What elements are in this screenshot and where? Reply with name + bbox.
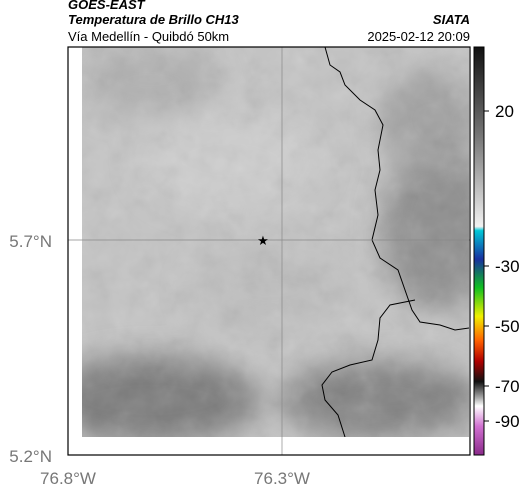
lat-label: 5.7°N: [9, 232, 52, 251]
map-frame: [67, 46, 471, 456]
colorbar-tick-label: -90: [495, 412, 520, 431]
source: GOES-EAST: [68, 0, 146, 12]
title: Temperatura de Brillo CH13: [68, 12, 240, 27]
lat-label: 5.2°N: [9, 447, 52, 466]
colorbar-tick-label: -70: [495, 377, 520, 396]
credit: SIATA: [433, 12, 470, 27]
satellite-image: [82, 47, 469, 437]
coastline: [321, 47, 469, 437]
colorbar-tick-label: -30: [495, 257, 520, 276]
lon-label: 76.8°W: [40, 469, 96, 488]
colorbar-tick-label: 20: [495, 102, 514, 121]
timestamp: 2025-02-12 20:09: [367, 29, 470, 44]
colorbar-tick-label: -50: [495, 317, 520, 336]
subtitle: Vía Medellín - Quibdó 50km: [68, 29, 229, 44]
location-star: ★: [257, 233, 269, 248]
lon-label: 76.3°W: [254, 469, 310, 488]
colorbar-ticks: 20 -30 -50 -70 -90: [484, 102, 520, 431]
colorbar: [473, 46, 485, 456]
